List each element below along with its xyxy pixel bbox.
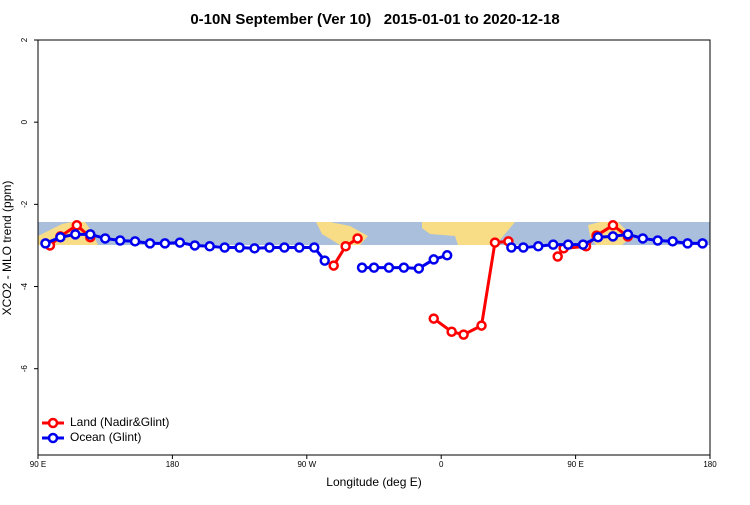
data-point xyxy=(428,313,439,324)
data-point xyxy=(552,251,563,262)
x-tick-label: 90 E xyxy=(30,460,46,469)
y-tick-label: -2 xyxy=(20,200,29,208)
data-point xyxy=(71,220,83,231)
data-point xyxy=(413,263,425,274)
data-point xyxy=(319,255,330,266)
y-tick-label: -4 xyxy=(20,282,29,290)
data-point xyxy=(352,233,363,244)
data-point xyxy=(264,242,275,253)
data-point xyxy=(219,242,230,253)
legend-label: Ocean (Glint) xyxy=(70,430,141,444)
y-tick-label: 2 xyxy=(20,37,29,42)
data-point xyxy=(174,237,186,248)
data-point xyxy=(99,233,111,244)
x-tick-label: 180 xyxy=(703,460,717,469)
data-point xyxy=(328,260,339,271)
data-point xyxy=(592,231,604,243)
data-point xyxy=(547,239,559,250)
data-point xyxy=(85,229,96,240)
y-axis-label: XCO2 - MLO trend (ppm) xyxy=(0,181,14,316)
data-point xyxy=(622,229,634,240)
data-point xyxy=(294,242,305,253)
legend-marker xyxy=(47,432,59,444)
plot-frame xyxy=(37,39,711,456)
data-point xyxy=(637,233,649,244)
data-point xyxy=(489,237,501,248)
data-point xyxy=(428,254,439,265)
data-point xyxy=(607,220,619,231)
data-point xyxy=(446,326,457,337)
data-point xyxy=(398,262,410,273)
legend-label: Land (Nadir&Glint) xyxy=(70,415,169,429)
x-tick-label: 180 xyxy=(166,460,180,469)
data-point xyxy=(70,229,81,240)
data-point xyxy=(476,320,487,331)
data-point xyxy=(234,242,245,253)
data-point xyxy=(159,238,171,249)
x-tick-label: 0 xyxy=(439,460,444,469)
data-point xyxy=(204,241,215,252)
data-point xyxy=(144,238,156,249)
data-point xyxy=(356,262,368,273)
y-tick-label: -6 xyxy=(20,365,29,373)
data-point xyxy=(129,236,141,247)
data-point xyxy=(562,239,574,250)
x-tick-label: 90 W xyxy=(297,460,316,469)
data-point xyxy=(340,241,351,252)
data-point xyxy=(383,262,395,273)
data-point xyxy=(249,243,260,254)
x-tick-label: 90 E xyxy=(567,460,583,469)
data-point xyxy=(368,262,380,273)
data-point xyxy=(114,235,126,246)
data-point xyxy=(441,250,453,261)
data-point xyxy=(40,238,51,249)
data-point xyxy=(607,231,619,242)
chart-title: 0-10N September (Ver 10) 2015-01-01 to 2… xyxy=(190,11,559,28)
data-point xyxy=(458,329,469,340)
data-point xyxy=(533,241,544,252)
data-point xyxy=(518,242,529,253)
data-point xyxy=(55,231,66,243)
data-point xyxy=(697,238,708,249)
data-point xyxy=(652,235,663,246)
data-point xyxy=(309,242,320,253)
y-tick-label: 0 xyxy=(20,119,29,124)
data-point xyxy=(667,236,678,247)
data-point xyxy=(506,242,517,253)
legend-marker xyxy=(47,417,59,429)
data-point xyxy=(682,238,693,249)
data-point xyxy=(279,242,290,253)
data-point xyxy=(577,239,589,250)
x-axis-label: Longitude (deg E) xyxy=(326,475,421,489)
data-point xyxy=(189,240,201,251)
